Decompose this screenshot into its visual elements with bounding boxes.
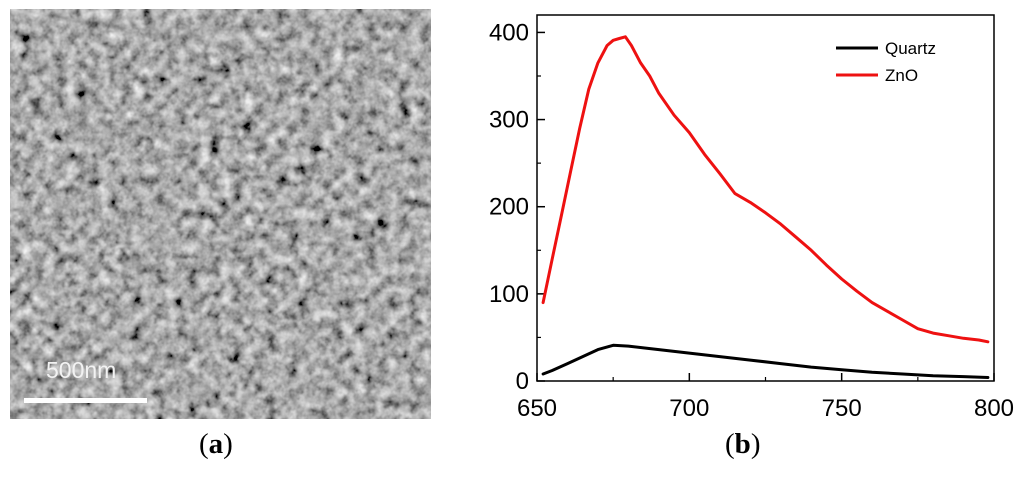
legend-label-zno: ZnO <box>885 66 918 85</box>
x-tick-label-650: 650 <box>517 395 557 422</box>
sem-texture <box>10 9 431 419</box>
y-tick-label-300: 300 <box>489 107 529 134</box>
legend-label-quartz: Quartz <box>885 39 936 58</box>
y-tick-label-400: 400 <box>489 19 529 46</box>
x-tick-label-800: 800 <box>974 395 1014 422</box>
panel-caption-b: (b) <box>725 428 761 460</box>
x-tick-label-700: 700 <box>669 395 709 422</box>
plot-frame <box>536 14 995 382</box>
scale-bar-label: 500nm <box>46 357 117 383</box>
series-line-quartz <box>541 343 990 379</box>
y-tick-label-100: 100 <box>489 281 529 308</box>
x-tick-label-750: 750 <box>822 395 862 422</box>
panel-caption-a: (a) <box>199 428 233 460</box>
y-tick-label-0: 0 <box>516 368 529 395</box>
series-line-zno <box>541 35 990 344</box>
scale-bar <box>24 398 147 403</box>
panel-letter-a: a <box>208 428 224 460</box>
y-tick-label-200: 200 <box>489 194 529 221</box>
sem-micrograph: 500nm <box>10 9 431 419</box>
panel-letter-b: b <box>734 428 751 460</box>
